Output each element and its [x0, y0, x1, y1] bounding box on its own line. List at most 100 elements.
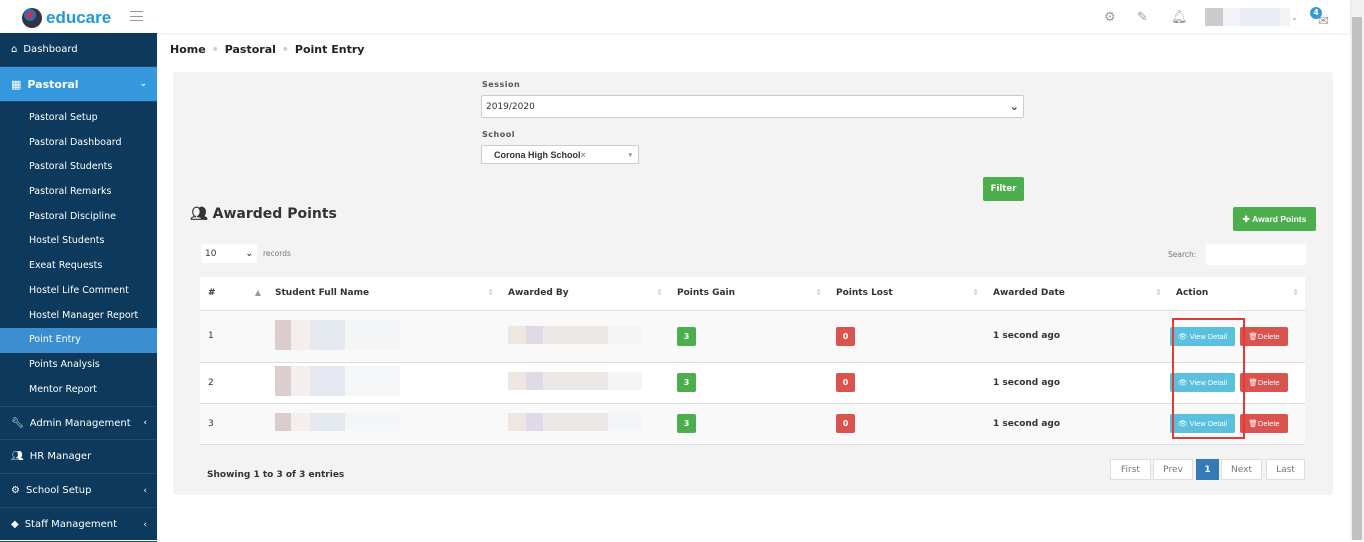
- column-header[interactable]: Awarded Date ⇕: [985, 277, 1168, 311]
- gear-icon: ⚙: [11, 485, 20, 497]
- awarded-points-table: # ▲ Student Full Name ⇕ Awarded By ⇕ Points…: [200, 277, 1305, 445]
- table-info: Showing 1 to 3 of 3 entries: [207, 470, 345, 480]
- sidebar-subitem[interactable]: Pastoral Discipline: [29, 210, 116, 222]
- breadcrumb: Home • Pastoral • Point Entry: [170, 43, 365, 56]
- chevron-down-icon[interactable]: ⌄: [1291, 13, 1298, 22]
- records-label: records: [263, 249, 291, 258]
- search-label: Search:: [1168, 250, 1197, 259]
- points-lost-badge: 0: [836, 326, 855, 346]
- delete-button[interactable]: 🗑︎Delete: [1240, 414, 1288, 433]
- sidebar-subitem[interactable]: Pastoral Setup: [29, 112, 98, 123]
- session-value: 2019/2020: [486, 101, 535, 112]
- sidebar-subitem[interactable]: Pastoral Remarks: [29, 186, 112, 198]
- awarded-by-redacted: [508, 325, 642, 344]
- menu-toggle-icon[interactable]: [130, 11, 143, 21]
- sidebar-item-hr[interactable]: 👥︎ HR Manager: [0, 440, 157, 475]
- chevron-down-icon: ⌄: [139, 79, 147, 89]
- chevron-left-icon: ‹: [143, 519, 147, 530]
- chevron-left-icon: ‹: [143, 418, 147, 429]
- chevron-down-icon: ⌄: [245, 248, 253, 259]
- row-number: 3: [200, 403, 267, 445]
- row-number: 1: [200, 310, 267, 363]
- school-select[interactable]: Corona High School × ▾: [481, 145, 639, 164]
- award-points-button[interactable]: ✚ Award Points: [1233, 207, 1316, 231]
- label: HR Manager: [29, 451, 92, 463]
- wrench-icon: 🔧︎: [11, 417, 24, 429]
- pagination-prev[interactable]: Prev: [1153, 459, 1193, 480]
- sidebar-item-school-setup[interactable]: ⚙ School Setup ‹: [0, 474, 157, 509]
- filter-button[interactable]: Filter: [983, 177, 1024, 201]
- pagination-next[interactable]: Next: [1221, 459, 1262, 480]
- label: Staff Management: [24, 519, 118, 531]
- sidebar-item-pastoral[interactable]: ▦ Pastoral ⌄: [0, 67, 157, 102]
- sidebar-subitem[interactable]: Hostel Life Comment: [29, 284, 129, 296]
- session-label: Session: [482, 80, 521, 89]
- sidebar-subitem[interactable]: Mentor Report: [29, 383, 98, 395]
- top-bar: educare ⚙ ✎ 🔔︎ ⌄ ✉ 4: [0, 0, 1350, 33]
- label: Admin Management: [29, 417, 131, 429]
- sidebar-item-admin[interactable]: 🔧︎ Admin Management ‹: [0, 406, 157, 441]
- awarded-by-redacted: [508, 413, 642, 431]
- sidebar-subitem[interactable]: Points Analysis: [29, 358, 100, 370]
- row-number: 2: [200, 362, 267, 404]
- sidebar-item-staff[interactable]: ◆ Staff Management ‹: [0, 508, 157, 542]
- search-input[interactable]: [1206, 244, 1306, 265]
- sidebar-subitem[interactable]: Hostel Students: [29, 235, 105, 247]
- delete-button[interactable]: 🗑︎Delete: [1240, 326, 1288, 346]
- diamond-icon: ◆: [11, 519, 19, 531]
- table-row: 1 3 0 1 second ago 👁︎ View Detail 🗑︎Delet…: [200, 310, 1305, 363]
- view-detail-button[interactable]: 👁︎ View Detail: [1170, 373, 1235, 392]
- records-value: 10: [205, 248, 217, 259]
- pagination-last[interactable]: Last: [1266, 459, 1305, 480]
- scrollbar[interactable]: [1350, 0, 1364, 540]
- table-row: 3 3 0 1 second ago 👁︎ View Detail 🗑︎Delet…: [200, 403, 1305, 445]
- edit-icon[interactable]: ✎: [1137, 10, 1148, 25]
- home-icon: ⌂: [11, 44, 18, 55]
- sidebar-subitem[interactable]: Exeat Requests: [29, 260, 103, 272]
- bell-icon[interactable]: 🔔︎: [1171, 10, 1188, 25]
- sidebar-subitem[interactable]: Pastoral Students: [29, 161, 113, 173]
- title-text: Awarded Points: [212, 206, 337, 222]
- column-header[interactable]: Action ⇕: [1168, 277, 1305, 311]
- school-value: Corona High School: [494, 149, 581, 160]
- points-gain-badge: 3: [677, 326, 696, 346]
- points-lost-badge: 0: [836, 373, 855, 392]
- column-header[interactable]: # ▲: [200, 277, 267, 311]
- section-title: 👥︎ Awarded Points: [190, 206, 337, 222]
- points-lost-badge: 0: [836, 414, 855, 433]
- users-icon: 👥︎: [190, 206, 213, 222]
- column-header[interactable]: Student Full Name ⇕: [267, 277, 500, 311]
- session-select[interactable]: 2019/2020 ⌄: [481, 95, 1024, 118]
- sidebar-item-dashboard[interactable]: ⌂ Dashboard: [0, 33, 157, 67]
- awarded-date: 1 second ago: [985, 310, 1168, 363]
- points-gain-badge: 3: [677, 373, 696, 392]
- table-row: 2 3 0 1 second ago 👁︎ View Detail 🗑︎Delet…: [200, 362, 1305, 404]
- caret-down-icon: ▾: [628, 151, 632, 159]
- logo-icon: [22, 8, 42, 28]
- sidebar-subitem[interactable]: Pastoral Dashboard: [29, 136, 122, 148]
- gear-icon[interactable]: ⚙: [1104, 10, 1116, 25]
- label: Dashboard: [23, 44, 78, 55]
- mail-icon[interactable]: ✉: [1318, 14, 1329, 29]
- breadcrumb-pastoral[interactable]: Pastoral: [224, 43, 276, 56]
- view-detail-button[interactable]: 👁︎ View Detail: [1170, 326, 1235, 346]
- view-detail-button[interactable]: 👁︎ View Detail: [1170, 414, 1235, 433]
- delete-button[interactable]: 🗑︎Delete: [1240, 373, 1288, 392]
- sidebar-subitem-point-entry[interactable]: Point Entry: [0, 328, 157, 353]
- sidebar-subitem[interactable]: Hostel Manager Report: [29, 309, 139, 321]
- pagination-page-1[interactable]: 1: [1196, 459, 1219, 480]
- student-name-redacted: [275, 413, 400, 431]
- user-menu[interactable]: [1205, 8, 1290, 26]
- column-header[interactable]: Points Lost ⇕: [828, 277, 985, 311]
- logo[interactable]: educare: [22, 8, 111, 28]
- breadcrumb-home[interactable]: Home: [170, 43, 206, 56]
- awarded-date: 1 second ago: [985, 362, 1168, 404]
- label: School Setup: [25, 485, 92, 497]
- clear-icon[interactable]: ×: [580, 149, 586, 160]
- records-select[interactable]: 10 ⌄: [201, 244, 257, 263]
- pagination-first[interactable]: First: [1110, 459, 1151, 480]
- notification-badge: 4: [1310, 7, 1322, 19]
- column-header[interactable]: Awarded By ⇕: [500, 277, 669, 311]
- column-header[interactable]: Points Gain ⇕: [669, 277, 828, 311]
- users-icon: 👥︎: [11, 451, 24, 463]
